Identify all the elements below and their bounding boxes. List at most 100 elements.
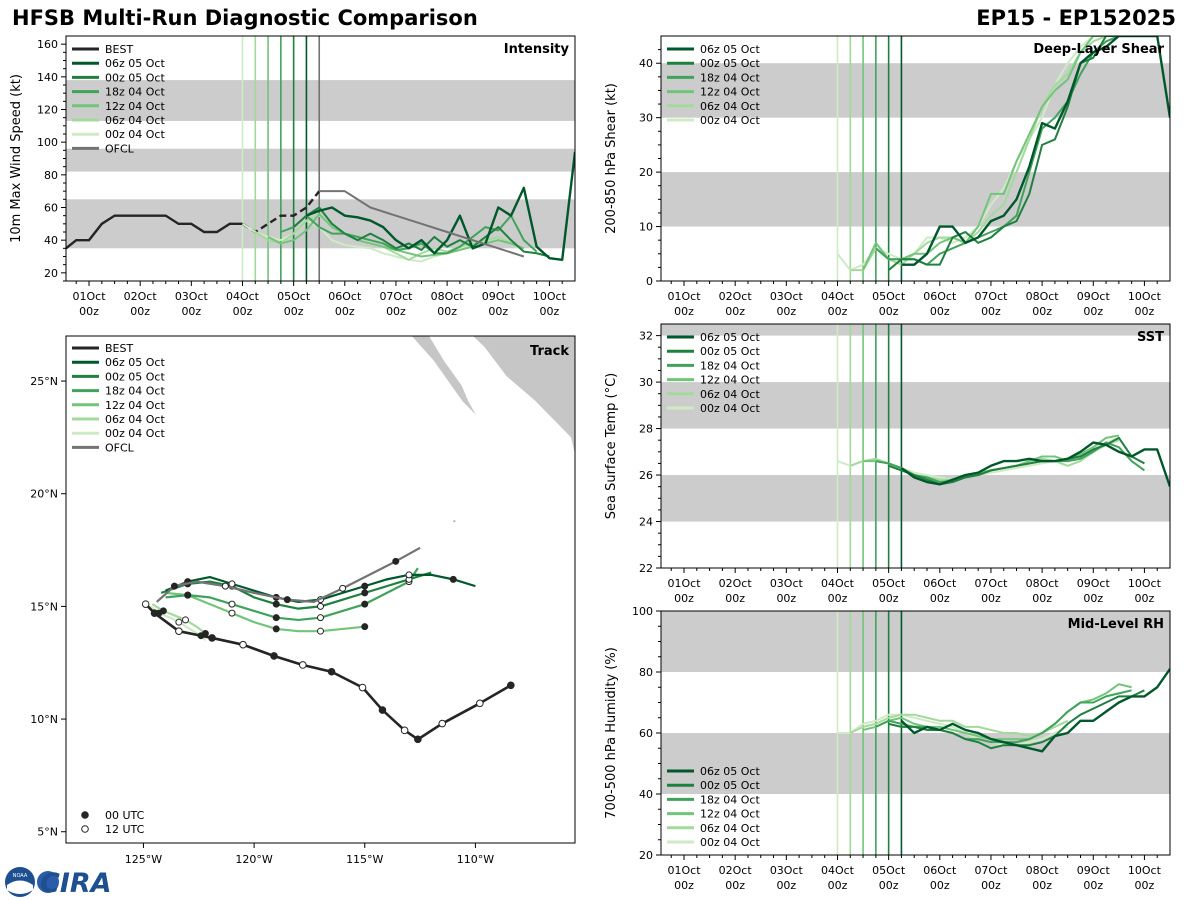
rh-xtick-sublabel: 00z [981, 879, 1001, 892]
noaa-badge-text: NOAA [13, 873, 28, 879]
track-forecast-fix [272, 600, 280, 608]
shear-xtick-label: 08Oct [1026, 290, 1060, 303]
shear-xtick-sublabel: 00z [930, 305, 950, 318]
track-best-fix-12utc [438, 719, 447, 728]
sst-legend-label-00z-05-oct: 00z 05 Oct [700, 345, 760, 358]
sst-xtick-label: 07Oct [974, 577, 1008, 590]
rh-ylabel: 700-500 hPa Humidity (%) [604, 647, 619, 819]
figure-title: HFSB Multi-Run Diagnostic Comparison [12, 6, 478, 30]
sst-legend-label-18z-04-oct: 18z 04 Oct [700, 359, 760, 372]
intensity-xtick-label: 09Oct [482, 290, 516, 303]
sst-xtick-label: 02Oct [719, 577, 753, 590]
shear-ytick-label: 10 [639, 221, 653, 234]
intensity-xtick-sublabel: 00z [335, 305, 355, 318]
track-forecast-fix [221, 582, 229, 590]
track-18z-04-oct [165, 567, 419, 622]
sst-xtick-sublabel: 00z [981, 592, 1001, 605]
sst-frame [660, 323, 1171, 569]
sst-ylabel: Sea Surface Temp (°C) [604, 373, 619, 520]
sst-xtick-label: 09Oct [1077, 577, 1111, 590]
shear-series-12z-04-oct [862, 36, 1119, 271]
shear-xtick-label: 07Oct [974, 290, 1008, 303]
track-best-fix-12utc [175, 627, 183, 635]
intensity-ytick-label: 100 [37, 136, 58, 149]
intensity-xtick-sublabel: 00z [181, 305, 201, 318]
shear-legend-label-12z-04-oct: 12z 04 Oct [700, 86, 760, 99]
rh-ytick-label: 80 [639, 666, 653, 679]
shear-xtick-label: 10Oct [1128, 290, 1162, 303]
sst-legend-label-12z-04-oct: 12z 04 Oct [700, 374, 760, 387]
track-best-fix-12utc [239, 640, 247, 649]
intensity-xtick-label: 08Oct [431, 290, 465, 303]
track-legend-label-12z-04-oct: 12z 04 Oct [105, 399, 165, 412]
shear-xtick-sublabel: 00z [1135, 305, 1155, 318]
track-marker-legend-symbol-00-utc [81, 811, 89, 819]
rh-series-00z-04-oct [837, 713, 1069, 747]
sst-ytick-label: 22 [639, 562, 653, 575]
shear-ylabel: 200-850 hPa Shear (kt) [604, 83, 619, 234]
track-ytick-label: 5°N [37, 826, 58, 839]
shear-band-0 [661, 172, 1170, 227]
track-xtick-label: 120°W [235, 853, 272, 866]
rh-xtick-label: 01Oct [668, 864, 702, 877]
rh-xtick-sublabel: 00z [776, 879, 796, 892]
track-legend-label-ofcl: OFCL [105, 441, 135, 454]
shear-legend-label-00z-05-oct: 00z 05 Oct [700, 57, 760, 70]
shear-ytick-label: 0 [646, 275, 653, 288]
sst-xtick-label: 04Oct [821, 577, 855, 590]
shear-xtick-label: 05Oct [872, 290, 906, 303]
track-legend-label-00z-05-oct: 00z 05 Oct [105, 370, 165, 383]
intensity-band-1 [66, 148, 575, 172]
shear-series-06z-05-oct [901, 36, 1170, 266]
track-forecast-fix [175, 618, 183, 626]
rh-ytick-label: 20 [639, 849, 653, 862]
intensity-ylabel: 10m Max Wind Speed (kt) [9, 74, 24, 243]
rh-legend-label-00z-05-oct: 00z 05 Oct [700, 779, 760, 792]
noaa-wave [7, 880, 33, 894]
track-forecast-fix [361, 589, 369, 597]
intensity-legend-label-18z-04-oct: 18z 04 Oct [105, 86, 165, 99]
intensity-legend-label-ofcl: OFCL [105, 142, 135, 155]
shear-legend-label-06z-04-oct: 06z 04 Oct [700, 100, 760, 113]
track-best-fix-12utc [400, 726, 409, 735]
intensity-series-06z-05-oct [306, 151, 575, 261]
track-ytick-label: 25°N [30, 375, 58, 388]
intensity-xtick-sublabel: 00z [488, 305, 508, 318]
sst-xtick-label: 08Oct [1026, 577, 1060, 590]
sst-series-group [837, 434, 1170, 488]
intensity-xtick-sublabel: 00z [437, 305, 457, 318]
intensity-panel: 20 40 60 80 100 120 140 160 01Oct 00z 02Oct 00z 03Oc… [9, 35, 576, 318]
track-forecast-fix [449, 575, 457, 583]
intensity-legend-label-06z-04-oct: 06z 04 Oct [105, 114, 165, 127]
shear-xtick-label: 03Oct [770, 290, 804, 303]
shear-series-group [836, 36, 1170, 272]
intensity-xtick-label: 03Oct [175, 290, 209, 303]
track-ytick-label: 15°N [30, 600, 58, 613]
intensity-legend-label-06z-05-oct: 06z 05 Oct [105, 57, 165, 70]
track-forecast-fix [182, 616, 190, 624]
sst-legend-label-06z-05-oct: 06z 05 Oct [700, 331, 760, 344]
rh-xtick-sublabel: 00z [1135, 879, 1155, 892]
rh-series-06z-04-oct [849, 713, 1069, 738]
track-forecast-fix [184, 591, 192, 599]
track-forecast-fix [361, 582, 369, 590]
intensity-series-00z-05-oct [292, 206, 550, 258]
rh-xtick-label: 02Oct [719, 864, 753, 877]
sst-xtick-label: 06Oct [923, 577, 957, 590]
intensity-xtick-label: 01Oct [73, 290, 107, 303]
intensity-band-0 [66, 199, 575, 249]
sst-ytick-label: 24 [639, 516, 653, 529]
sst-xtick-sublabel: 00z [1083, 592, 1103, 605]
sst-ytick-label: 28 [639, 423, 653, 436]
track-legend-label-best: BEST [105, 342, 133, 355]
shear-xtick-label: 02Oct [719, 290, 753, 303]
intensity-xtick-sublabel: 00z [233, 305, 253, 318]
shear-legend-label-00z-04-oct: 00z 04 Oct [700, 114, 760, 127]
rh-xtick-sublabel: 00z [879, 879, 899, 892]
rh-legend-label-12z-04-oct: 12z 04 Oct [700, 808, 760, 821]
shear-xtick-sublabel: 00z [1032, 305, 1052, 318]
track-ytick-label: 10°N [30, 713, 58, 726]
track-12z-04-oct [165, 591, 365, 633]
